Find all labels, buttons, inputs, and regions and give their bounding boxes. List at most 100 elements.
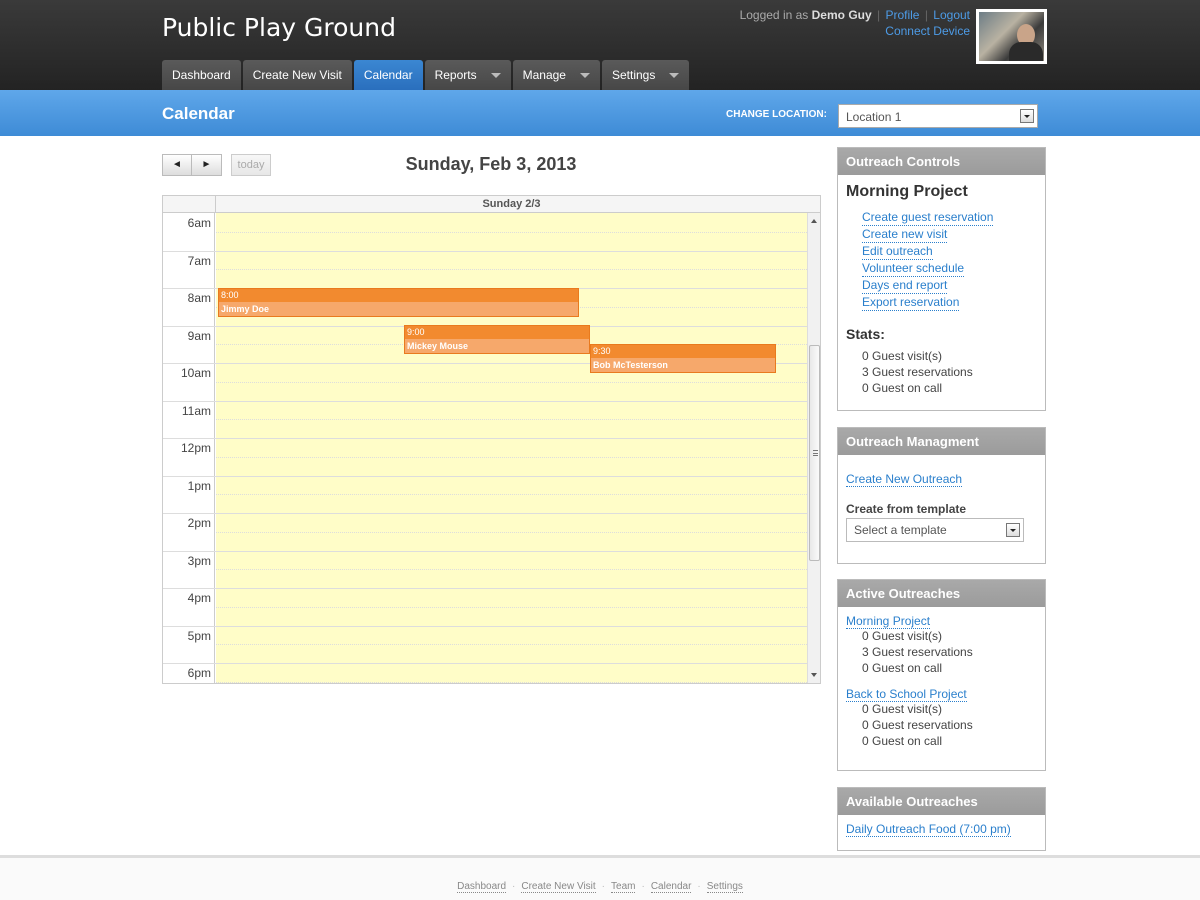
hour-line: [163, 588, 807, 589]
panel-heading: Active Outreaches: [838, 580, 1045, 607]
tab-dashboard[interactable]: Dashboard: [162, 60, 241, 90]
change-location-label: CHANGE LOCATION:: [726, 109, 827, 120]
half-hour-line: [216, 456, 807, 458]
calendar-event[interactable]: 8:00 Jimmy Doe: [218, 288, 579, 317]
event-title: Mickey Mouse: [407, 341, 469, 351]
calendar-body: 6am 7am 8am 9am 10am 11am 12pm 1pm 2pm 3pm 4pm 5pm 6…: [163, 213, 820, 683]
hour-label: 4pm: [187, 591, 211, 605]
calendar-nav: ◄ ►: [162, 154, 222, 176]
footer-link-dashboard[interactable]: Dashboard: [457, 881, 507, 893]
day-calendar: Sunday 2/3 6am 7am 8am 9am 10am 11am 12pm 1pm 2p…: [162, 195, 821, 684]
stats-title: Stats:: [846, 326, 885, 342]
hour-line: [163, 475, 807, 477]
scroll-thumb[interactable]: [809, 345, 820, 561]
day-column[interactable]: [216, 213, 807, 683]
hour-label: 6pm: [187, 666, 211, 680]
days-end-report-link[interactable]: Days end report: [862, 278, 948, 294]
hour-label: 3pm: [187, 553, 211, 568]
location-select[interactable]: Location 1: [838, 104, 1038, 128]
project-title: Morning Project: [846, 183, 968, 200]
tab-label: Dashboard: [172, 68, 231, 82]
template-label: Create from template: [846, 502, 967, 516]
stat-guest-visits: 0 Guest visit(s): [862, 629, 943, 643]
footer-separator: ·: [697, 881, 701, 892]
tab-create-new-visit[interactable]: Create New Visit: [242, 60, 352, 90]
main-nav: Dashboard Create New Visit Calendar Repo…: [162, 60, 690, 90]
template-select[interactable]: Select a template: [846, 518, 1024, 542]
outreach-management-panel: Outreach Managment Create New Outreach C…: [837, 427, 1046, 564]
top-header: Public Play Ground Logged in as Demo Guy…: [0, 0, 1200, 90]
event-time: 9:30: [591, 345, 775, 358]
export-reservation-link[interactable]: Export reservation: [862, 295, 960, 311]
footer-link-settings[interactable]: Settings: [706, 881, 743, 893]
connect-device-link[interactable]: Connect Device: [885, 24, 970, 38]
calendar-scrollbar[interactable]: [807, 213, 820, 683]
hour-label: 12pm: [180, 441, 211, 455]
next-day-button[interactable]: ►: [192, 154, 222, 176]
logout-link[interactable]: Logout: [933, 8, 970, 22]
footer-link-create-new-visit[interactable]: Create New Visit: [521, 881, 596, 893]
available-outreach-link[interactable]: Daily Outreach Food (7:00 pm): [846, 822, 1011, 837]
half-hour-line: [216, 419, 807, 421]
footer-link-calendar[interactable]: Calendar: [650, 881, 692, 893]
panel-heading: Outreach Managment: [838, 428, 1045, 455]
hour-label: 9am: [187, 328, 211, 343]
half-hour-line: [216, 269, 807, 271]
day-column-header: Sunday 2/3: [482, 198, 541, 210]
page-title: Calendar: [162, 104, 235, 123]
user-name: Demo Guy: [811, 8, 872, 22]
chevron-down-icon: [1020, 109, 1034, 123]
profile-link[interactable]: Profile: [885, 8, 920, 22]
footer-link-team[interactable]: Team: [611, 881, 636, 893]
calendar-header: Sunday 2/3: [163, 196, 820, 213]
tab-label: Manage: [522, 68, 566, 82]
outreach-link-morning-project[interactable]: Morning Project: [846, 614, 931, 629]
prev-day-button[interactable]: ◄: [162, 154, 192, 176]
hour-label: 6am: [187, 216, 211, 230]
avatar[interactable]: [976, 9, 1047, 64]
tab-reports[interactable]: Reports: [424, 60, 511, 90]
calendar-event[interactable]: 9:00 Mickey Mouse: [404, 325, 590, 354]
event-time: 8:00: [219, 289, 578, 302]
footer-separator: ·: [512, 881, 516, 892]
panel-heading: Outreach Controls: [838, 148, 1045, 175]
tab-label: Reports: [434, 68, 477, 82]
create-guest-reservation-link[interactable]: Create guest reservation: [862, 210, 994, 226]
stat-guest-visits: 0 Guest visit(s): [862, 349, 943, 363]
hour-label: 10am: [180, 366, 211, 380]
outreach-controls-panel: Outreach Controls Morning Project Create…: [837, 147, 1046, 411]
today-button[interactable]: today: [231, 154, 271, 176]
tab-manage[interactable]: Manage: [512, 60, 600, 90]
hour-line: [163, 550, 807, 552]
hour-line: [163, 663, 807, 664]
calendar-event[interactable]: 9:30 Bob McTesterson: [590, 344, 776, 373]
outreach-link-back-to-school-project[interactable]: Back to School Project: [846, 687, 967, 702]
half-hour-line: [216, 494, 807, 496]
tab-calendar[interactable]: Calendar: [353, 60, 423, 90]
time-column: 6am 7am 8am 9am 10am 11am 12pm 1pm 2pm 3pm 4pm 5pm 6…: [163, 213, 215, 683]
hour-label: 2pm: [187, 516, 211, 530]
logged-in-prefix: Logged in as: [739, 8, 809, 22]
half-hour-line: [216, 644, 807, 646]
scroll-down-icon[interactable]: [811, 673, 817, 677]
create-new-outreach-link[interactable]: Create New Outreach: [846, 472, 963, 487]
stat-guest-reservations: 3 Guest reservations: [862, 645, 973, 659]
half-hour-line: [216, 681, 807, 683]
app-title: Public Play Ground: [162, 13, 396, 42]
chevron-down-icon: [579, 72, 590, 78]
edit-outreach-link[interactable]: Edit outreach: [862, 244, 933, 260]
stat-guest-on-call: 0 Guest on call: [862, 734, 943, 748]
available-outreaches-panel: Available Outreaches Daily Outreach Food…: [837, 787, 1046, 851]
scroll-up-icon[interactable]: [811, 219, 817, 223]
hour-line: [163, 625, 807, 627]
hour-label: 8am: [187, 291, 211, 305]
tab-label: Calendar: [363, 68, 413, 82]
half-hour-line: [216, 569, 807, 571]
volunteer-schedule-link[interactable]: Volunteer schedule: [862, 261, 965, 277]
user-info: Logged in as Demo Guy | Profile | Logout…: [740, 7, 970, 39]
create-new-visit-link[interactable]: Create new visit: [862, 227, 948, 243]
tab-settings[interactable]: Settings: [601, 60, 690, 90]
hour-line: [163, 513, 807, 514]
hour-label: 1pm: [187, 478, 211, 493]
hour-label: 7am: [187, 253, 211, 268]
